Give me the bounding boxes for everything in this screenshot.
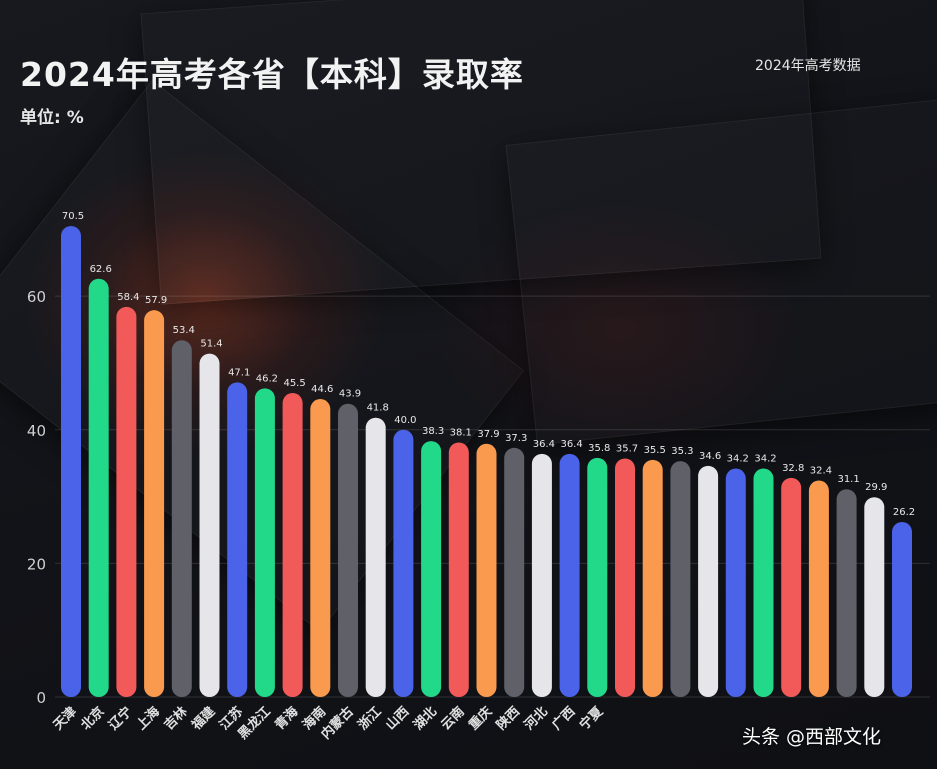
x-tick-label: 广西 bbox=[549, 704, 579, 734]
value-label: 35.3 bbox=[671, 446, 693, 457]
y-tick-label: 20 bbox=[27, 555, 46, 573]
value-label: 44.6 bbox=[311, 384, 333, 395]
bar bbox=[199, 353, 220, 697]
x-tick-label: 福建 bbox=[188, 704, 218, 734]
bar bbox=[338, 403, 358, 697]
bars bbox=[61, 226, 912, 697]
bar bbox=[88, 278, 109, 697]
x-tick-label: 陕西 bbox=[493, 704, 523, 734]
value-label: 35.7 bbox=[616, 443, 638, 454]
x-tick-label: 浙江 bbox=[355, 704, 385, 734]
value-label: 38.3 bbox=[422, 426, 444, 437]
bar bbox=[504, 447, 525, 697]
x-axis-labels: 天津北京辽宁上海吉林福建江苏黑龙江青海海南内蒙古浙江山西湖北云南重庆陕西河北广西… bbox=[50, 703, 607, 743]
value-label: 53.4 bbox=[173, 325, 195, 336]
bar bbox=[864, 497, 885, 697]
value-label: 34.2 bbox=[754, 454, 776, 465]
bar bbox=[227, 382, 248, 697]
value-label: 38.1 bbox=[450, 427, 472, 438]
x-tick-label: 青海 bbox=[272, 704, 302, 734]
unit-label: 单位: % bbox=[20, 108, 84, 128]
value-label: 31.1 bbox=[837, 474, 859, 485]
bar bbox=[171, 340, 192, 697]
bar bbox=[116, 306, 137, 697]
x-tick-label: 河北 bbox=[521, 704, 551, 734]
value-label: 57.9 bbox=[145, 295, 167, 306]
bar bbox=[365, 417, 386, 697]
bar bbox=[836, 489, 857, 697]
bar bbox=[531, 453, 552, 697]
value-label: 34.2 bbox=[727, 454, 749, 465]
value-label: 70.5 bbox=[62, 211, 84, 222]
bar bbox=[725, 468, 746, 697]
value-label: 51.4 bbox=[200, 339, 222, 350]
y-tick-label: 60 bbox=[27, 288, 46, 306]
x-tick-label: 北京 bbox=[78, 704, 108, 734]
value-label: 58.4 bbox=[117, 292, 139, 303]
bar bbox=[310, 399, 331, 697]
bar bbox=[892, 521, 912, 697]
x-tick-label: 辽宁 bbox=[106, 704, 136, 734]
bar bbox=[642, 459, 663, 697]
x-tick-label: 宁夏 bbox=[576, 703, 606, 733]
value-label: 43.9 bbox=[339, 389, 361, 400]
bar bbox=[421, 441, 442, 697]
bar bbox=[587, 457, 608, 697]
value-label: 29.9 bbox=[865, 482, 887, 493]
value-label: 45.5 bbox=[283, 378, 305, 389]
value-label: 26.2 bbox=[893, 507, 915, 518]
x-tick-label: 上海 bbox=[133, 704, 163, 734]
value-label: 47.1 bbox=[228, 367, 250, 378]
bar bbox=[254, 388, 275, 697]
y-tick-label: 0 bbox=[36, 689, 46, 707]
x-tick-label: 重庆 bbox=[466, 704, 496, 734]
bar bbox=[476, 443, 497, 697]
chart-subtitle: 2024年高考数据 bbox=[755, 58, 861, 74]
value-label: 62.6 bbox=[90, 264, 112, 275]
value-labels: 70.5 62.6 58.4 57.9 53.4 51.4 47.1 46.2 45.5 44.6… bbox=[62, 211, 915, 518]
value-label: 37.9 bbox=[477, 429, 499, 440]
value-label: 40.0 bbox=[394, 415, 416, 426]
bar bbox=[698, 465, 719, 697]
value-label: 35.5 bbox=[644, 445, 666, 456]
bar bbox=[559, 453, 580, 697]
x-tick-label: 山西 bbox=[383, 704, 413, 734]
watermark: 头条 @西部文化 bbox=[742, 726, 882, 748]
x-tick-label: 天津 bbox=[50, 704, 80, 734]
bar bbox=[781, 477, 802, 697]
value-label: 34.6 bbox=[699, 451, 721, 462]
value-label: 41.8 bbox=[367, 403, 389, 414]
bar bbox=[615, 458, 635, 697]
value-label: 35.8 bbox=[588, 443, 610, 454]
x-tick-label: 吉林 bbox=[161, 704, 191, 734]
x-tick-label: 湖北 bbox=[411, 704, 440, 733]
bar bbox=[448, 442, 469, 697]
bar bbox=[144, 310, 165, 697]
x-tick-label: 云南 bbox=[438, 704, 468, 734]
bar bbox=[808, 480, 829, 697]
value-label: 46.2 bbox=[256, 373, 278, 384]
chart-title: 2024年高考各省【本科】录取率 bbox=[20, 55, 524, 94]
value-label: 32.8 bbox=[782, 463, 804, 474]
value-label: 36.4 bbox=[533, 439, 555, 450]
bar bbox=[282, 393, 303, 697]
y-tick-label: 40 bbox=[27, 422, 46, 440]
bar bbox=[393, 429, 414, 697]
y-axis: 0 20 40 60 bbox=[27, 288, 46, 707]
value-label: 37.3 bbox=[505, 433, 527, 444]
bar bbox=[753, 468, 774, 697]
value-label: 36.4 bbox=[560, 439, 582, 450]
bar bbox=[670, 461, 691, 697]
bar bbox=[61, 226, 81, 697]
x-tick-label: 黑龙江 bbox=[235, 704, 274, 743]
value-label: 32.4 bbox=[810, 466, 832, 477]
x-tick-label: 内蒙古 bbox=[318, 704, 357, 743]
